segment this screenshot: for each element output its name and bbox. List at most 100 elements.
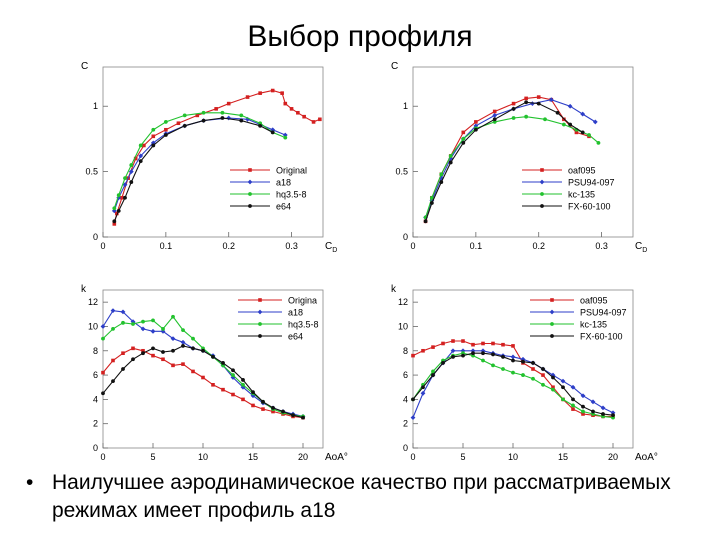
legend-label: FX-60-100 bbox=[580, 332, 623, 342]
chart-1: 0 0.1 0.2 0.3 0 0.5 1 C CD Original a18 hq3.5-8 e64 bbox=[81, 61, 337, 254]
data-point bbox=[221, 361, 225, 365]
legend-marker bbox=[540, 192, 544, 196]
data-point bbox=[492, 120, 497, 124]
data-point bbox=[161, 326, 165, 331]
legend-marker bbox=[248, 192, 252, 196]
data-point bbox=[245, 116, 250, 122]
data-point bbox=[120, 195, 124, 200]
legend-label: hq3.5-8 bbox=[288, 320, 319, 330]
y-tick-label: 0 bbox=[93, 232, 98, 242]
data-point bbox=[536, 95, 541, 99]
data-point bbox=[541, 373, 545, 377]
data-point bbox=[240, 384, 246, 390]
data-point bbox=[411, 353, 415, 358]
data-point bbox=[271, 409, 275, 414]
data-point bbox=[258, 123, 263, 128]
data-point bbox=[270, 130, 275, 135]
data-point bbox=[151, 127, 156, 132]
data-point bbox=[141, 319, 145, 324]
data-point bbox=[171, 363, 175, 368]
legend-marker bbox=[247, 179, 253, 185]
y-tick-label: 2 bbox=[93, 419, 98, 429]
data-point bbox=[191, 369, 195, 374]
data-point bbox=[140, 326, 146, 332]
data-point bbox=[581, 412, 585, 416]
data-point bbox=[561, 122, 566, 127]
data-point bbox=[251, 390, 255, 394]
legend-label: hq3.5-8 bbox=[276, 190, 307, 200]
data-point bbox=[524, 114, 529, 119]
data-point bbox=[182, 113, 187, 118]
data-point bbox=[250, 393, 256, 399]
series-line bbox=[113, 117, 286, 211]
data-point bbox=[318, 117, 322, 122]
data-point bbox=[439, 180, 444, 184]
data-point bbox=[258, 121, 263, 126]
data-point bbox=[568, 122, 573, 127]
data-point bbox=[461, 137, 466, 141]
data-point bbox=[281, 409, 285, 414]
series-line bbox=[113, 112, 286, 209]
legend-label: FX-60-100 bbox=[568, 202, 611, 212]
x-tick-label: 0.2 bbox=[222, 241, 235, 251]
data-point bbox=[191, 336, 195, 341]
x-axis-label: CD bbox=[635, 241, 647, 254]
data-point bbox=[221, 387, 225, 392]
data-point bbox=[492, 109, 497, 114]
data-point bbox=[241, 397, 245, 402]
data-point bbox=[180, 339, 186, 345]
data-point bbox=[129, 180, 134, 184]
x-tick-label: 0.1 bbox=[160, 241, 173, 251]
legend: oaf095 PSU94-097 kc-135 FX-60-100 bbox=[522, 166, 615, 212]
data-point bbox=[129, 163, 134, 167]
data-point bbox=[567, 103, 573, 109]
data-point bbox=[231, 368, 235, 373]
data-point bbox=[471, 342, 475, 347]
y-axis-label: C bbox=[391, 61, 398, 72]
data-point bbox=[531, 367, 535, 371]
legend-label: Origina bbox=[288, 296, 317, 306]
data-point bbox=[220, 116, 225, 120]
data-point bbox=[101, 391, 105, 396]
y-tick-label: 4 bbox=[403, 394, 408, 404]
data-point bbox=[511, 101, 516, 106]
data-point bbox=[116, 195, 122, 201]
data-point bbox=[120, 309, 126, 315]
data-point bbox=[283, 101, 288, 106]
data-point bbox=[431, 369, 435, 374]
data-point bbox=[258, 91, 262, 95]
x-tick-label: 0.3 bbox=[285, 241, 298, 251]
data-point bbox=[560, 378, 566, 384]
y-tick-label: 1 bbox=[403, 101, 408, 111]
data-point bbox=[211, 383, 215, 387]
data-point bbox=[122, 182, 128, 188]
series-e64 bbox=[101, 344, 305, 420]
data-point bbox=[470, 348, 476, 354]
data-point bbox=[176, 121, 181, 126]
y-tick-label: 12 bbox=[88, 297, 98, 307]
data-point bbox=[561, 385, 565, 390]
data-point bbox=[611, 413, 615, 418]
data-point bbox=[195, 113, 200, 118]
data-point bbox=[201, 375, 205, 380]
data-point bbox=[610, 410, 616, 416]
data-point bbox=[141, 348, 145, 353]
legend-marker bbox=[258, 298, 262, 302]
series-a18 bbox=[111, 115, 288, 214]
data-point bbox=[151, 143, 156, 148]
data-point bbox=[116, 193, 121, 198]
data-point bbox=[283, 135, 288, 140]
data-point bbox=[448, 160, 453, 165]
y-axis-label: C bbox=[81, 61, 88, 72]
data-point bbox=[112, 206, 117, 211]
y-tick-label: 0.5 bbox=[395, 167, 408, 177]
x-tick-label: 0 bbox=[410, 241, 415, 251]
data-point bbox=[201, 118, 206, 123]
data-point bbox=[301, 415, 305, 420]
data-point bbox=[261, 399, 265, 404]
data-point bbox=[510, 354, 516, 360]
legend-label: e64 bbox=[276, 202, 291, 212]
data-point bbox=[112, 219, 117, 224]
data-point bbox=[123, 195, 127, 200]
data-point bbox=[151, 318, 155, 323]
